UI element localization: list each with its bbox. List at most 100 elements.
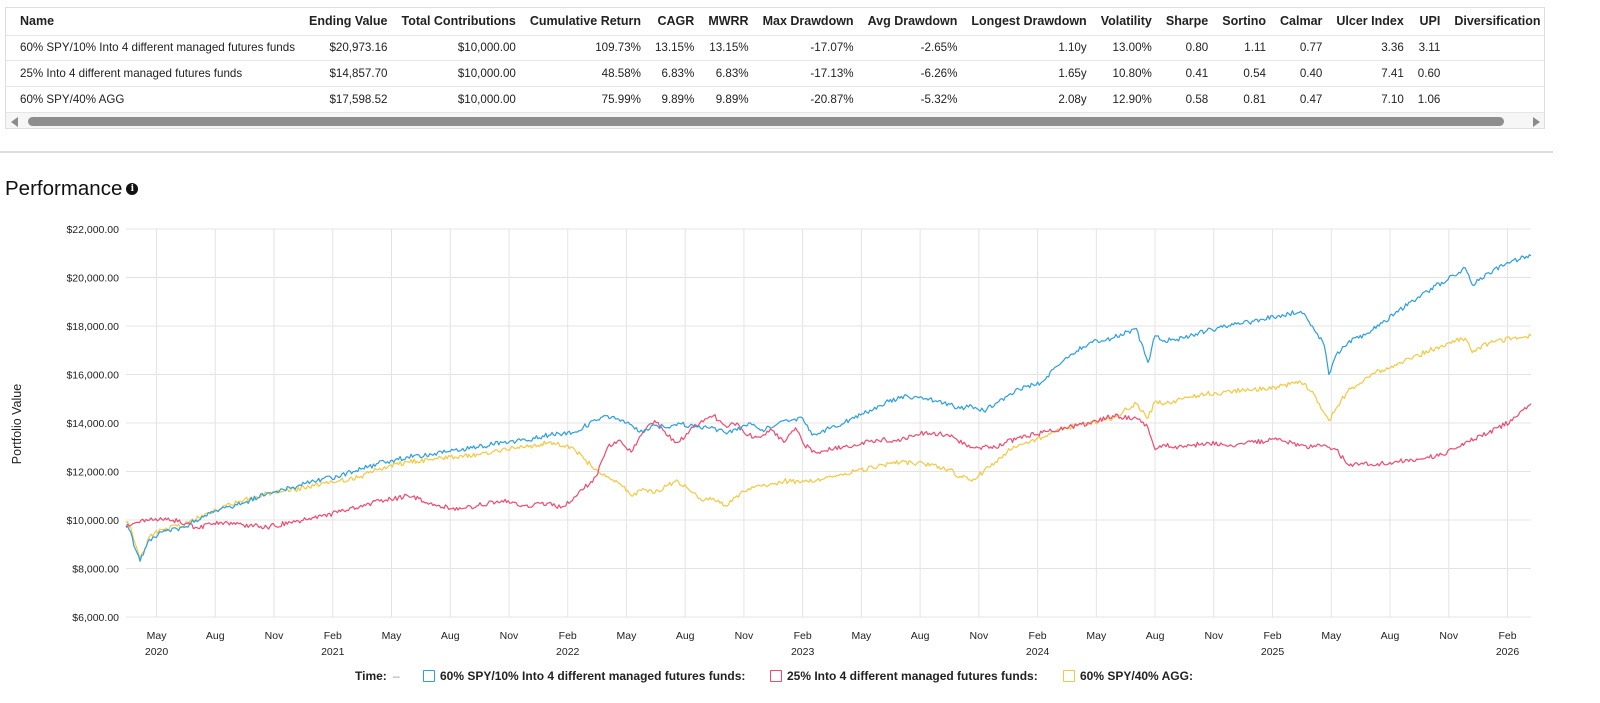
x-tick-label: May xyxy=(851,630,872,642)
chart-series xyxy=(125,254,1532,562)
column-header[interactable]: Ending Value xyxy=(309,14,388,29)
column-header[interactable]: Total Contributions xyxy=(401,14,516,29)
legend-swatch-icon xyxy=(423,670,435,682)
y-tick-label: $20,000.00 xyxy=(66,273,119,285)
table-cell: 0.80 xyxy=(1158,34,1216,61)
x-tick-label: Aug xyxy=(441,630,460,642)
x-tick-label: Feb xyxy=(324,630,342,642)
y-tick-label: $6,000.00 xyxy=(72,612,119,624)
column-header[interactable]: Max Drawdown xyxy=(762,14,854,29)
table-cell: 0.47 xyxy=(1273,85,1330,112)
metrics-table: Name Ending Value Total Contributions Cumul… xyxy=(6,8,1544,112)
y-axis: $6,000.00 $8,000.00 $10,000.00 $12,000.00 $1… xyxy=(66,224,119,624)
x-axis: May 2020 Aug Nov Feb 2021 May Aug Nov Feb 2022 May A… xyxy=(145,630,1519,658)
x-tick-label: Feb xyxy=(794,630,812,642)
column-header[interactable]: MWRR xyxy=(708,14,749,29)
x-tick-label: May xyxy=(382,630,403,642)
column-header[interactable]: Longest Drawdown xyxy=(971,14,1087,29)
table-cell: 0.60 xyxy=(1410,60,1448,86)
x-tick-label: May xyxy=(147,630,168,642)
table-cell: $17,598.52 xyxy=(302,85,395,112)
column-header[interactable]: Diversification Ratio xyxy=(1454,14,1544,29)
x-tick-label: Feb xyxy=(1029,630,1047,642)
column-header[interactable]: Calmar xyxy=(1280,14,1323,29)
column-header[interactable]: UPI xyxy=(1419,14,1441,29)
y-tick-label: $16,000.00 xyxy=(66,370,119,382)
scroll-right-arrow-icon[interactable] xyxy=(1533,117,1540,127)
table-cell: 3.36 xyxy=(1329,34,1411,61)
legend-item-series-2[interactable]: 25% Into 4 different managed futures fun… xyxy=(770,669,1038,683)
table-cell: -5.32% xyxy=(860,85,965,112)
portfolio-name-cell: 25% Into 4 different managed futures fun… xyxy=(6,60,302,86)
table-cell: 10.80% xyxy=(1093,60,1159,86)
table-cell: 13.15% xyxy=(701,34,756,61)
performance-chart[interactable]: $6,000.00 $8,000.00 $10,000.00 $12,000.00 $1… xyxy=(0,215,1560,663)
table-cell: 1.14 xyxy=(1447,60,1544,86)
table-cell: 13.15% xyxy=(647,34,702,61)
column-header[interactable]: Ulcer Index xyxy=(1336,14,1404,29)
metrics-table-panel: Name Ending Value Total Contributions Cumul… xyxy=(5,7,1545,129)
x-tick-label: May xyxy=(1086,630,1107,642)
scrollbar-thumb[interactable] xyxy=(28,117,1504,126)
y-tick-label: $12,000.00 xyxy=(66,467,119,479)
y-tick-label: $8,000.00 xyxy=(72,564,119,576)
table-cell: 9.89% xyxy=(647,85,702,112)
column-header[interactable]: Cumulative Return xyxy=(529,14,641,29)
legend-label: 60% SPY/10% Into 4 different managed fut… xyxy=(440,669,746,683)
table-cell: -6.26% xyxy=(860,60,965,86)
column-header[interactable]: Sortino xyxy=(1222,14,1266,29)
x-tick-label: Feb xyxy=(1264,630,1282,642)
x-tick-label: Nov xyxy=(500,630,519,642)
legend-time-value: – xyxy=(393,669,400,683)
table-cell: $20,973.16 xyxy=(302,34,395,61)
column-header[interactable]: Sharpe xyxy=(1165,14,1209,29)
table-cell: 7.10 xyxy=(1329,85,1411,112)
chart-grid xyxy=(126,228,1531,618)
column-header[interactable]: Volatility xyxy=(1100,14,1152,29)
table-cell: 3.11 xyxy=(1410,34,1448,61)
table-cell: 13.00% xyxy=(1093,34,1159,61)
table-cell: $10,000.00 xyxy=(394,34,523,61)
series-line-3[interactable] xyxy=(125,333,1532,560)
table-cell: 9.89% xyxy=(701,85,756,112)
x-tick-year: 2021 xyxy=(321,646,345,658)
table-cell: -20.87% xyxy=(755,85,861,112)
x-tick-label: Aug xyxy=(676,630,695,642)
table-cell: 1.33 xyxy=(1447,34,1544,61)
legend-item-series-3[interactable]: 60% SPY/40% AGG: xyxy=(1063,669,1193,683)
column-header[interactable]: Name xyxy=(20,14,55,29)
x-tick-label: Nov xyxy=(970,630,989,642)
info-icon[interactable]: i xyxy=(126,183,139,195)
x-tick-label: May xyxy=(1321,630,1342,642)
table-cell: 1.06 xyxy=(1410,85,1448,112)
metrics-table-viewport: Name Ending Value Total Contributions Cumul… xyxy=(6,8,1544,112)
x-tick-label: May xyxy=(617,630,638,642)
x-tick-label: Aug xyxy=(911,630,930,642)
table-row[interactable]: 25% Into 4 different managed futures fun… xyxy=(6,60,1544,86)
x-tick-label: Nov xyxy=(735,630,754,642)
table-cell: $10,000.00 xyxy=(394,85,523,112)
table-cell: 0.41 xyxy=(1158,60,1216,86)
table-row[interactable]: 60% SPY/40% AGG $17,598.52 $10,000.00 75.99… xyxy=(6,85,1544,112)
table-cell: 1.11 xyxy=(1215,34,1273,61)
legend-label: 60% SPY/40% AGG: xyxy=(1080,669,1193,683)
x-tick-year: 2020 xyxy=(145,646,169,658)
column-header[interactable]: Avg Drawdown xyxy=(867,14,958,29)
column-header[interactable]: CAGR xyxy=(657,14,695,29)
series-line-2[interactable] xyxy=(125,403,1532,530)
x-tick-label: Feb xyxy=(1498,630,1516,642)
portfolio-name-cell: 60% SPY/10% Into 4 different managed fut… xyxy=(6,34,302,61)
x-tick-year: 2022 xyxy=(556,646,580,658)
legend-item-series-1[interactable]: 60% SPY/10% Into 4 different managed fut… xyxy=(423,669,745,683)
table-cell: 0.54 xyxy=(1215,60,1273,86)
series-line-1[interactable] xyxy=(125,254,1532,562)
horizontal-scrollbar[interactable] xyxy=(6,112,1544,128)
table-cell: 0.77 xyxy=(1273,34,1330,61)
table-cell: 0.81 xyxy=(1215,85,1273,112)
x-tick-label: Nov xyxy=(1204,630,1223,642)
scroll-left-arrow-icon[interactable] xyxy=(11,117,18,127)
table-cell: 75.99% xyxy=(522,85,648,112)
table-row[interactable]: 60% SPY/10% Into 4 different managed fut… xyxy=(6,34,1544,61)
table-header-row: Name Ending Value Total Contributions Cumul… xyxy=(6,8,1544,35)
x-tick-label: Feb xyxy=(559,630,577,642)
